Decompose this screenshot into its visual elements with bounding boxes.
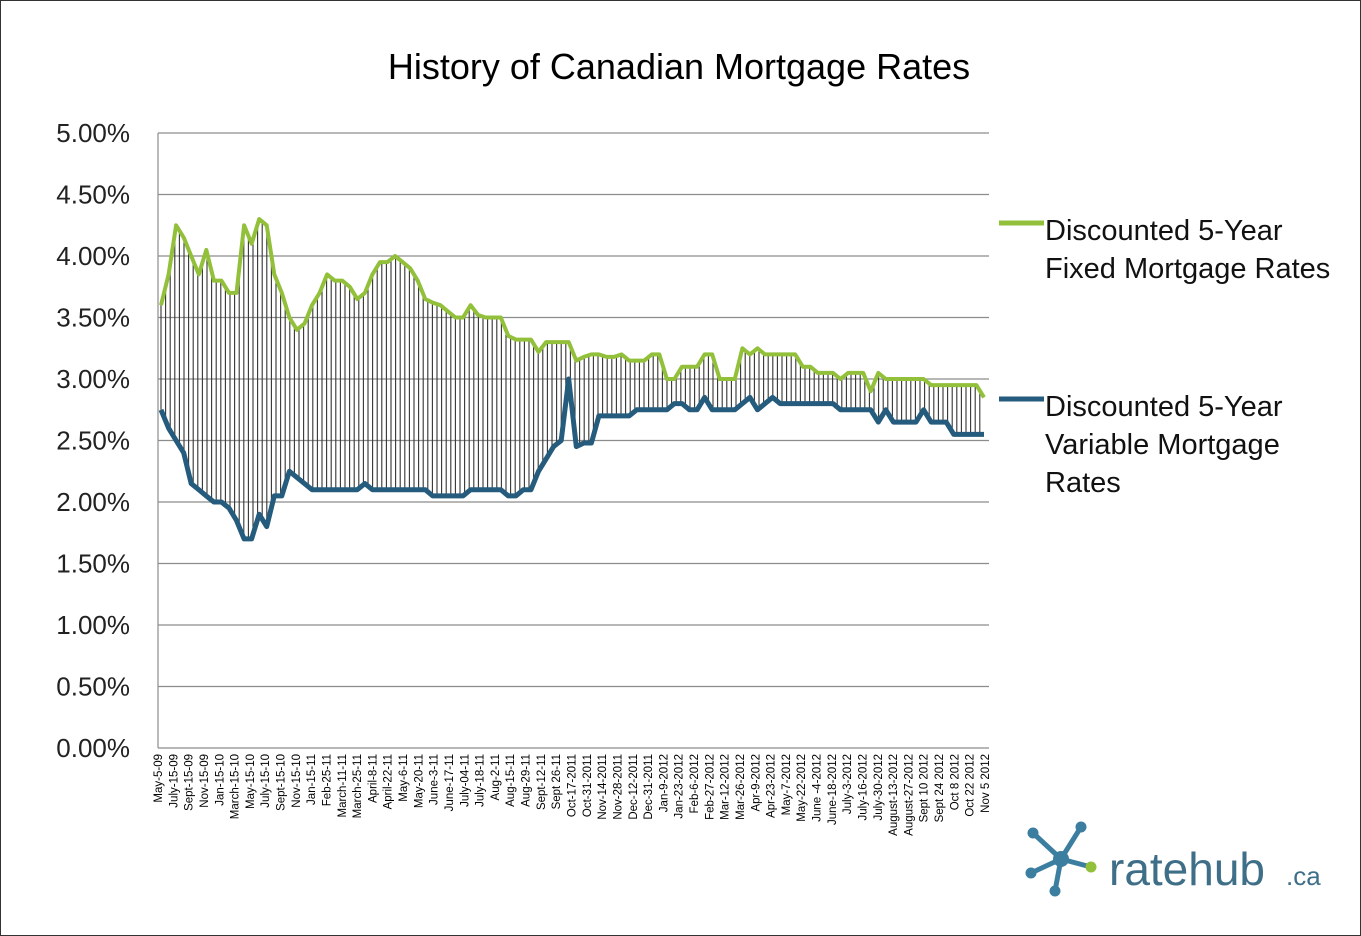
legend-label-fixed: Discounted 5-Year Fixed Mortgage Rates [1045, 215, 1330, 285]
legend-label-line: Fixed Mortgage Rates [1045, 253, 1330, 285]
x-tick-label: July-3-2012 [842, 754, 854, 814]
x-axis-tick-labels: May-5-09 July-15-09 Sept-15-09 Nov-15-09 Jan… [153, 754, 992, 836]
logo-icon-node [1025, 867, 1037, 879]
series-line-fixed [159, 217, 986, 399]
x-tick-label: Dec-12-2011 [628, 754, 640, 820]
x-tick-label: Oct 8 2012 [949, 754, 961, 810]
y-tick-label: 0.00% [56, 733, 130, 763]
x-tick-label: June -4-2012 [812, 754, 824, 822]
x-tick-label: Feb-6-2012 [689, 754, 701, 813]
x-tick-label: May-15-10 [245, 754, 257, 809]
y-tick-label: 0.50% [56, 672, 130, 702]
x-tick-label: July-30-2012 [873, 754, 885, 820]
x-tick-label: May-6-11 [398, 754, 410, 802]
x-tick-label: May-20-11 [413, 754, 425, 808]
x-tick-label: Oct 22 2012 [965, 754, 977, 817]
x-axis [157, 133, 989, 749]
legend-item-fixed: Discounted 5-Year Fixed Mortgage Rates [999, 215, 1330, 285]
logo-icon-node [1027, 827, 1039, 839]
x-tick-label: Feb-25-11 [322, 754, 334, 806]
rate-spread-hatching [160, 221, 981, 539]
chart-title: History of Canadian Mortgage Rates [388, 46, 970, 87]
x-tick-label: Dec-31-2011 [643, 754, 655, 820]
legend: Discounted 5-Year Fixed Mortgage Rates Di… [999, 215, 1330, 499]
x-tick-label: Sept 10 2012 [919, 754, 931, 822]
x-tick-label: March-11-11 [337, 754, 349, 818]
logo-icon-node [1085, 861, 1097, 873]
x-tick-label: Sept-15-10 [276, 754, 288, 811]
x-tick-label: Nov 5 2012 [980, 754, 992, 813]
x-tick-label: Aug-15-11 [505, 754, 517, 807]
x-tick-label: March-15-10 [230, 754, 242, 819]
x-tick-label: June-17-11 [444, 754, 456, 811]
legend-label-line: Discounted 5-Year [1045, 215, 1283, 247]
x-tick-label: Feb-27-2012 [704, 754, 716, 820]
y-axis-ticks: 0.00% 0.50% 1.00% 1.50% 2.00% 2.50% 3.00% 3.50%… [56, 118, 130, 763]
x-tick-label: Sept 26-11 [551, 754, 563, 809]
legend-label-line: Discounted 5-Year [1045, 391, 1283, 423]
x-tick-label: July-15-10 [260, 754, 272, 808]
series-lines [158, 217, 986, 542]
logo-icon-node [1049, 885, 1061, 897]
x-tick-label: Sept-12-11 [536, 754, 548, 810]
x-tick-label: Nov-14-2011 [597, 754, 609, 820]
logo-wordmark: ratehub [1109, 843, 1265, 895]
x-tick-label: Jan-9-2012 [658, 754, 670, 812]
x-tick-label: Aug-2-11 [490, 754, 502, 800]
logo-tld: .ca [1286, 861, 1321, 891]
legend-label-line: Rates [1045, 467, 1121, 499]
x-tick-label: Apr-23-2012 [766, 754, 778, 818]
x-tick-label: Oct-31-2011 [582, 754, 594, 817]
y-tick-label: 3.50% [56, 303, 130, 333]
x-tick-label: July-04-11 [459, 754, 471, 807]
x-tick-label: May-7-2012 [781, 754, 793, 815]
x-tick-label: June-18-2012 [827, 754, 839, 825]
x-tick-label: Aug-29-11 [521, 754, 533, 807]
x-tick-label: August-27-2012 [903, 754, 915, 836]
x-tick-label: Jan-15-11 [306, 754, 318, 805]
legend-label-variable: Discounted 5-Year Variable Mortgage Rates [1045, 391, 1283, 499]
logo-icon-center [1053, 851, 1069, 867]
y-tick-label: 2.50% [56, 426, 130, 456]
x-tick-label: Mar-26-2012 [735, 754, 747, 820]
ratehub-logo: ratehub .ca [1025, 821, 1321, 897]
legend-label-line: Variable Mortgage [1045, 429, 1280, 461]
legend-item-variable: Discounted 5-Year Variable Mortgage Rates [999, 391, 1283, 499]
y-tick-label: 2.00% [56, 487, 130, 517]
x-tick-label: August-13-2012 [888, 754, 900, 836]
x-tick-label: Nov-28-2011 [612, 754, 624, 820]
x-tick-label: Sept 24 2012 [934, 754, 946, 822]
x-tick-label: July-15-09 [168, 754, 180, 808]
x-tick-label: July-18-11 [475, 754, 487, 807]
x-tick-label: Apr-9-2012 [750, 754, 762, 812]
x-tick-label: May-22-2012 [796, 754, 808, 822]
y-tick-label: 4.00% [56, 241, 130, 271]
x-tick-label: April-8-11 [367, 754, 379, 803]
x-tick-label: Jan-15-10 [214, 754, 226, 806]
x-tick-label: July-16-2012 [858, 754, 870, 820]
series-line-variable [158, 376, 984, 542]
y-tick-label: 3.00% [56, 364, 130, 394]
logo-icon-node [1075, 821, 1087, 833]
y-tick-label: 1.00% [56, 610, 130, 640]
x-tick-label: Jan-23-2012 [674, 754, 686, 819]
y-tick-label: 5.00% [56, 118, 130, 148]
x-tick-label: Sept-15-09 [184, 754, 196, 811]
x-tick-label: Nov-15-09 [199, 754, 211, 808]
starburst-molecule-icon [1025, 821, 1097, 897]
y-tick-label: 4.50% [56, 180, 130, 210]
x-tick-label: March-25-11 [352, 754, 364, 818]
x-tick-label: Mar-12-2012 [720, 754, 732, 820]
x-tick-label: May-5-09 [153, 754, 165, 803]
x-tick-label: Nov-15-10 [291, 754, 303, 808]
x-tick-label: Oct-17-2011 [567, 754, 579, 817]
x-tick-label: April-22-11 [383, 754, 395, 809]
y-tick-label: 1.50% [56, 549, 130, 579]
x-tick-label: June-3-11 [429, 754, 441, 805]
